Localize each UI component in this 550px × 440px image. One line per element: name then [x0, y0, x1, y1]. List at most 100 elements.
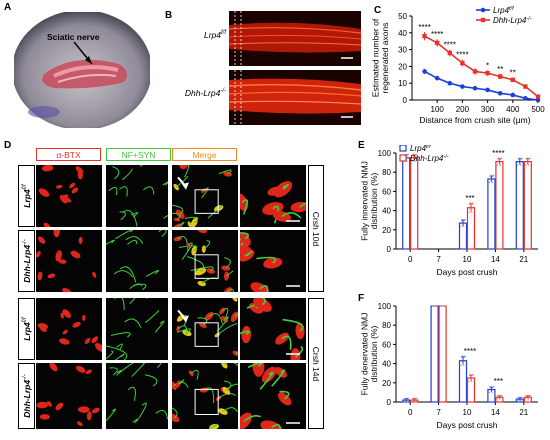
- panel-b-image-lrp4: [229, 11, 361, 66]
- endplate-blob: [38, 236, 46, 244]
- micrograph-svg: [106, 298, 168, 360]
- axon-strand: [108, 186, 118, 196]
- panel-b-row1-sup: f/f: [220, 30, 226, 37]
- e-legend-swatch: [399, 154, 407, 162]
- f-bar-lrp4: [430, 305, 439, 403]
- micrograph-svg: [172, 298, 238, 360]
- e-significance-label: ****: [492, 149, 504, 158]
- panel-d-row-label-4: Dhh-Lrp4-/-: [18, 363, 35, 429]
- e-x-axis-label: Days post crush: [437, 267, 498, 277]
- c-y-tick-label: 0: [403, 96, 408, 105]
- f-x-tick-label: 21: [519, 408, 528, 417]
- axon-strand: [279, 390, 290, 400]
- f-data-dot: [461, 355, 464, 357]
- micrograph-svg: [36, 298, 102, 360]
- sciatic-nerve-photo: Sciatic nerve: [12, 10, 152, 130]
- e-significance-label: ***: [465, 194, 474, 203]
- panel-d-header-nfsyn: NF+SYN: [106, 148, 171, 161]
- c-x-tick-label: 500: [531, 105, 545, 114]
- axon-strand: [131, 363, 146, 377]
- axon-strand: [110, 332, 131, 338]
- micrograph-merge-r2: [172, 230, 238, 292]
- endplate-blob: [60, 312, 64, 319]
- micrograph-svg: [240, 230, 306, 292]
- e-data-dot: [492, 174, 495, 177]
- e-y-tick-label: 40: [382, 207, 391, 216]
- axon-strand: [224, 380, 232, 392]
- endplate-blob: [62, 329, 68, 335]
- c-significance-label: ****: [444, 41, 456, 50]
- c-y-tick-label: 40: [398, 29, 407, 38]
- endplate-blob: [77, 170, 83, 180]
- c-point-dhh: [472, 69, 478, 74]
- endplate-blob: [55, 402, 64, 411]
- axon-strand: [114, 353, 125, 360]
- endplate-blob: [58, 259, 67, 264]
- axon-strand: [244, 250, 253, 257]
- axon-strand: [106, 345, 128, 360]
- c-point-dhh: [422, 33, 427, 39]
- micrograph-green-r2: [106, 230, 168, 292]
- micrograph-zoom-r1: [240, 165, 306, 227]
- c-significance-label: **: [497, 65, 503, 74]
- endplate-blob: [77, 421, 83, 427]
- axon-strand: [208, 423, 218, 429]
- f-x-axis-label: Days post crush: [437, 420, 498, 430]
- c-point-lrp4: [447, 80, 453, 86]
- endplate-blob: [82, 314, 86, 321]
- f-data-dot: [439, 305, 442, 307]
- panel-label-e: E: [358, 140, 365, 151]
- axon-strand: [125, 236, 144, 244]
- axon-strand: [281, 212, 302, 219]
- endplate-blob: [240, 412, 252, 429]
- row-label-4-sup: -/-: [21, 374, 28, 380]
- e-data-dot: [519, 164, 522, 166]
- endplate-blob: [62, 309, 71, 318]
- micrograph-svg: [106, 363, 168, 429]
- axon-strand: [172, 407, 178, 419]
- e-data-dot: [488, 181, 491, 184]
- white-arrowhead: [182, 315, 189, 323]
- c-significance-label: **: [510, 69, 516, 78]
- axon-strand: [122, 209, 138, 227]
- c-point-dhh: [485, 70, 490, 76]
- micrograph-svg: [36, 230, 102, 292]
- endplate-blob: [47, 400, 52, 407]
- f-data-dot: [517, 400, 519, 402]
- endplate-blob: [263, 257, 283, 269]
- f-data-dot: [472, 373, 474, 376]
- micrograph-zoom-r4: [240, 363, 306, 429]
- endplate-blob: [188, 370, 194, 377]
- axon-strand: [119, 211, 127, 221]
- f-data-dot: [431, 305, 434, 307]
- axon-strand: [161, 230, 167, 237]
- white-arrowhead: [182, 182, 189, 190]
- endplate-blob: [37, 271, 43, 281]
- f-data-dot: [444, 305, 446, 307]
- axon-strand: [256, 256, 277, 264]
- f-data-dot: [407, 397, 410, 400]
- e-x-tick-label: 21: [519, 255, 528, 264]
- f-y-tick-label: 80: [382, 321, 391, 330]
- micrograph-bg: [36, 230, 102, 292]
- f-y-tick-label: 40: [382, 360, 391, 369]
- axon-strand: [112, 166, 120, 180]
- axon-strand: [144, 310, 160, 323]
- panel-d-row-label-1: Lrp4f/f: [18, 165, 35, 227]
- e-data-dot: [499, 164, 501, 166]
- e-data-dot: [490, 174, 492, 177]
- axon-strand: [119, 266, 137, 283]
- f-y-tick-label: 0: [387, 398, 392, 407]
- axon-strand: [138, 402, 147, 419]
- axon-strand: [261, 298, 266, 306]
- micrograph-bg: [106, 363, 168, 429]
- e-y-tick-label: 60: [382, 187, 391, 196]
- micrograph-svg: [172, 165, 238, 227]
- f-data-dot: [526, 394, 528, 397]
- e-bar-dhh: [466, 207, 476, 250]
- micrograph-bg: [172, 298, 238, 360]
- axon-strand: [227, 288, 234, 292]
- micrograph-bg: [106, 165, 168, 227]
- endplate-blob: [78, 236, 83, 245]
